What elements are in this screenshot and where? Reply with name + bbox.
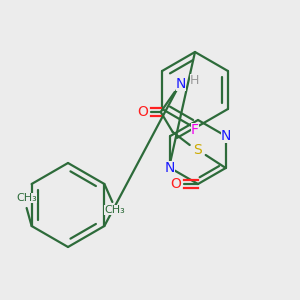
- Text: H: H: [190, 74, 200, 86]
- Text: O: O: [171, 177, 182, 191]
- Text: N: N: [176, 77, 186, 91]
- Text: CH₃: CH₃: [104, 205, 125, 215]
- Text: N: N: [165, 161, 175, 175]
- Text: S: S: [193, 143, 202, 157]
- Text: F: F: [191, 123, 199, 137]
- Text: N: N: [220, 129, 231, 143]
- Text: O: O: [137, 105, 148, 119]
- Text: CH₃: CH₃: [16, 193, 37, 203]
